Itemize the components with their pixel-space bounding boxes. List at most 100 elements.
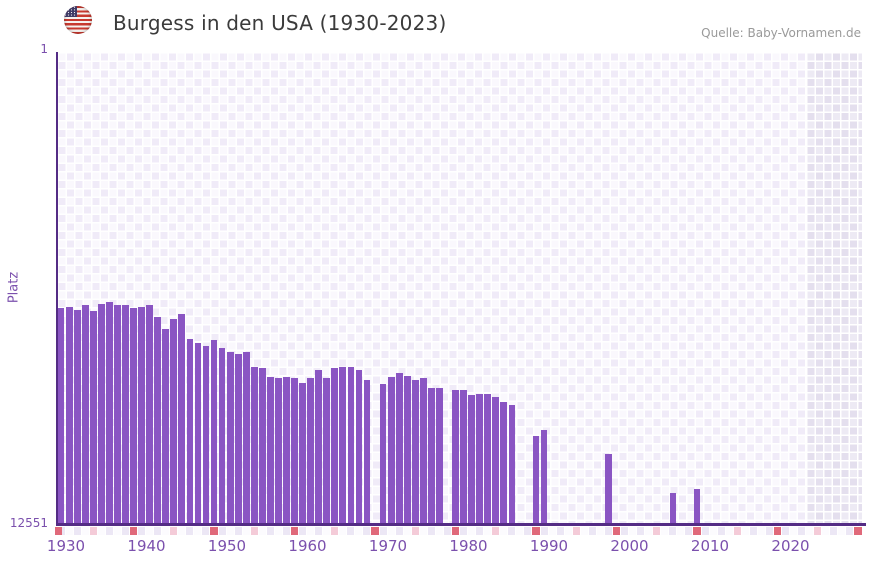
bar-1962[interactable] [315, 369, 323, 524]
year-marker-cell-1993 [564, 527, 572, 535]
x-tick-1930: 1930 [46, 537, 86, 555]
year-marker-cell-1952 [234, 527, 242, 535]
bar-1968[interactable] [363, 379, 371, 524]
year-marker-cell-1983 [484, 527, 492, 535]
bar-1960[interactable] [299, 382, 306, 524]
year-marker-cell-edge [55, 527, 62, 535]
bar-1989[interactable] [532, 435, 540, 524]
year-marker-cell-1986 [508, 527, 516, 535]
no-data-band [806, 52, 862, 524]
bar-1937[interactable] [114, 305, 121, 524]
bar-1954[interactable] [250, 366, 258, 524]
bar-1967[interactable] [355, 369, 363, 524]
bar-1948[interactable] [202, 346, 210, 524]
bar-1965[interactable] [339, 366, 347, 524]
plot-area[interactable] [57, 52, 862, 524]
x-tick-1950: 1950 [207, 537, 247, 555]
bar-2006[interactable] [669, 492, 677, 524]
year-marker-cell-1949 [210, 527, 218, 535]
year-marker-cell-1966 [347, 527, 355, 535]
bar-2009[interactable] [693, 488, 701, 524]
bar-1957[interactable] [275, 377, 282, 524]
year-marker-cell-1957 [274, 527, 282, 535]
bar-1935[interactable] [97, 303, 105, 524]
bar-1952[interactable] [234, 353, 242, 524]
bar-1986[interactable] [508, 404, 516, 524]
bar-1966[interactable] [347, 366, 355, 524]
bar-1976[interactable] [428, 387, 435, 524]
bar-1931[interactable] [65, 306, 73, 524]
year-marker-cell-2011 [709, 527, 717, 535]
year-marker-cell-1935 [97, 527, 105, 535]
bar-1974[interactable] [411, 379, 419, 524]
year-marker-cell-1964 [331, 527, 339, 535]
bar-1953[interactable] [242, 351, 250, 524]
bar-1964[interactable] [331, 367, 339, 524]
bar-1932[interactable] [73, 309, 81, 524]
year-marker-cell-1942 [154, 527, 162, 535]
year-marker-cell-2026 [830, 527, 838, 535]
year-marker-cell-1940 [138, 527, 146, 535]
bar-1990[interactable] [540, 429, 548, 524]
year-marker-cell-1990 [540, 527, 548, 535]
year-marker-cell-1961 [307, 527, 315, 535]
year-marker-cell-2029 [854, 527, 862, 535]
year-marker-cell-1984 [492, 527, 500, 535]
bar-1947[interactable] [194, 343, 202, 524]
bar-1985[interactable] [500, 401, 508, 524]
year-marker-cell-1933 [81, 527, 89, 535]
bar-1930[interactable] [57, 308, 65, 524]
bar-1950[interactable] [218, 347, 226, 524]
x-tick-1970: 1970 [368, 537, 408, 555]
bar-1979[interactable] [452, 389, 459, 524]
bar-1946[interactable] [186, 338, 194, 524]
bar-1955[interactable] [258, 367, 266, 524]
bar-1951[interactable] [226, 352, 234, 524]
bar-1972[interactable] [395, 372, 403, 524]
bar-1959[interactable] [291, 377, 298, 524]
x-tick-1960: 1960 [288, 537, 327, 555]
bar-1938[interactable] [122, 304, 129, 524]
bar-1944[interactable] [170, 318, 178, 524]
bar-1963[interactable] [323, 377, 331, 524]
bar-1970[interactable] [379, 383, 387, 524]
year-marker-cell-2015 [741, 527, 749, 535]
bar-1998[interactable] [605, 454, 612, 524]
bar-1961[interactable] [307, 377, 315, 524]
bar-1981[interactable] [468, 394, 476, 524]
bar-1973[interactable] [403, 375, 411, 524]
bar-1942[interactable] [154, 316, 162, 524]
bar-1977[interactable] [436, 387, 443, 524]
bar-1940[interactable] [138, 306, 145, 524]
year-marker-cell-1996 [588, 527, 596, 535]
bar-1933[interactable] [81, 305, 89, 524]
year-marker-cell-2017 [757, 527, 765, 535]
bar-1975[interactable] [419, 377, 427, 524]
bar-1934[interactable] [89, 311, 97, 524]
bar-1971[interactable] [387, 376, 395, 524]
year-marker-cell-1937 [113, 527, 121, 535]
bar-1936[interactable] [106, 302, 113, 524]
bar-1980[interactable] [460, 389, 467, 524]
year-marker-cell-2006 [669, 527, 677, 535]
bar-1939[interactable] [130, 308, 137, 524]
bar-1982[interactable] [476, 393, 484, 524]
year-marker-cell-1951 [226, 527, 234, 535]
year-marker-cell-1987 [516, 527, 524, 535]
y-axis-min-label: 12551 [9, 516, 48, 530]
bar-1943[interactable] [162, 328, 170, 524]
bar-1945[interactable] [178, 314, 186, 524]
bar-1958[interactable] [283, 376, 290, 524]
year-marker-cell-1934 [89, 527, 97, 535]
year-marker-cell-2003 [645, 527, 653, 535]
year-marker-cell-1963 [323, 527, 331, 535]
bar-1984[interactable] [492, 396, 500, 524]
bar-1941[interactable] [146, 304, 154, 524]
year-marker-cell-1931 [65, 527, 73, 535]
bar-1983[interactable] [484, 393, 492, 524]
year-marker-cell-1997 [596, 527, 604, 535]
bar-1956[interactable] [267, 376, 274, 524]
bar-1949[interactable] [210, 339, 218, 524]
year-marker-cell-1981 [468, 527, 476, 535]
